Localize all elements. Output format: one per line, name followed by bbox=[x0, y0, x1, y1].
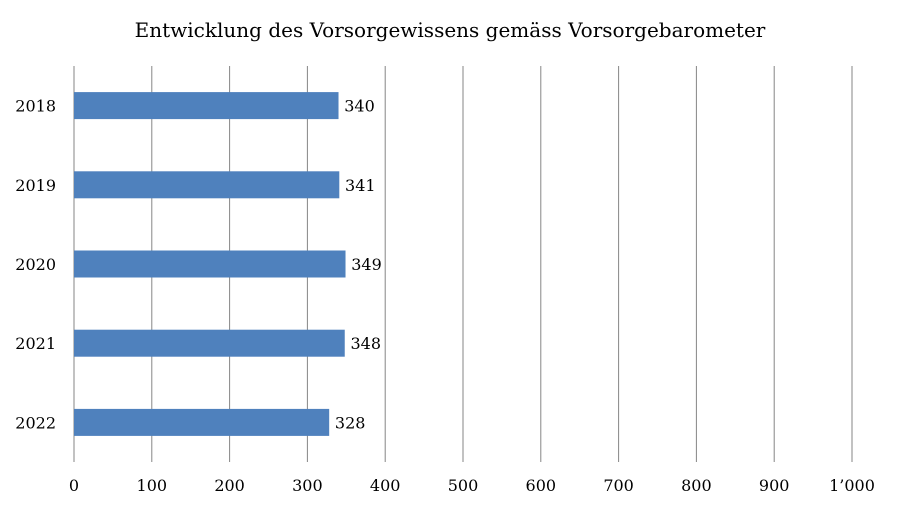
data-label: 328 bbox=[335, 413, 366, 432]
x-tick-label: 200 bbox=[214, 476, 245, 495]
x-tick-label: 700 bbox=[603, 476, 634, 495]
data-labels: 340 341 349 348 328 bbox=[335, 97, 382, 433]
x-tick-label: 900 bbox=[759, 476, 790, 495]
category-label: 2022 bbox=[15, 413, 56, 432]
data-label: 341 bbox=[345, 176, 376, 195]
bar bbox=[74, 329, 345, 357]
data-label: 340 bbox=[344, 97, 375, 116]
category-label: 2019 bbox=[15, 176, 56, 195]
x-axis-ticks: 0 100 200 300 400 500 600 700 800 900 1’000 bbox=[69, 476, 875, 495]
chart-title: Entwicklung des Vorsorgewissens gemäss V… bbox=[135, 18, 766, 42]
bar bbox=[74, 92, 339, 120]
y-axis-categories: 2018 2019 2020 2021 2022 bbox=[15, 97, 56, 433]
x-tick-label: 100 bbox=[137, 476, 168, 495]
category-label: 2021 bbox=[15, 334, 56, 353]
gridlines bbox=[73, 66, 853, 462]
bars bbox=[74, 92, 346, 436]
category-label: 2020 bbox=[15, 255, 56, 274]
x-tick-label: 500 bbox=[448, 476, 479, 495]
x-tick-label: 600 bbox=[526, 476, 557, 495]
bar bbox=[74, 408, 330, 436]
x-tick-label: 800 bbox=[681, 476, 712, 495]
x-tick-label: 300 bbox=[292, 476, 323, 495]
data-label: 349 bbox=[351, 255, 382, 274]
bar bbox=[74, 250, 346, 278]
x-tick-label: 1’000 bbox=[829, 476, 875, 495]
data-label: 348 bbox=[350, 334, 381, 353]
x-tick-label: 400 bbox=[370, 476, 401, 495]
category-label: 2018 bbox=[15, 97, 56, 116]
x-tick-label: 0 bbox=[69, 476, 79, 495]
bar bbox=[74, 171, 340, 199]
